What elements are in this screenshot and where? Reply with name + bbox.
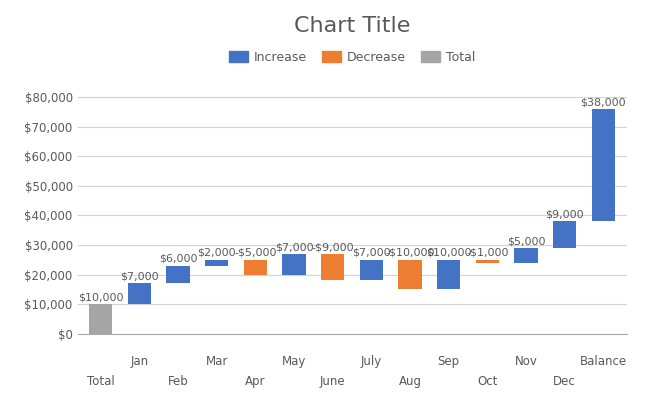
Text: $5,000: $5,000 bbox=[507, 236, 545, 246]
Bar bbox=[244, 260, 267, 275]
Text: June: June bbox=[320, 375, 346, 388]
Bar bbox=[399, 260, 422, 289]
Text: $38,000: $38,000 bbox=[581, 97, 626, 107]
Text: Apr: Apr bbox=[245, 375, 266, 388]
Bar bbox=[89, 304, 112, 334]
Text: $10,000: $10,000 bbox=[78, 292, 123, 302]
Text: -$5,000: -$5,000 bbox=[234, 248, 276, 258]
Text: Total: Total bbox=[87, 375, 114, 388]
Text: $6,000: $6,000 bbox=[159, 254, 197, 264]
Text: -$1,000: -$1,000 bbox=[466, 248, 508, 258]
Text: July: July bbox=[360, 354, 382, 368]
Text: -$9,000: -$9,000 bbox=[311, 242, 354, 252]
Bar bbox=[167, 266, 190, 283]
Text: Dec: Dec bbox=[554, 375, 576, 388]
Text: $2,000: $2,000 bbox=[198, 248, 236, 258]
Bar bbox=[514, 248, 537, 263]
Text: Aug: Aug bbox=[399, 375, 422, 388]
Text: Nov: Nov bbox=[515, 354, 537, 368]
Bar bbox=[282, 254, 306, 275]
Text: $9,000: $9,000 bbox=[545, 210, 584, 219]
Text: Feb: Feb bbox=[168, 375, 189, 388]
Bar bbox=[553, 221, 576, 248]
Text: Jan: Jan bbox=[130, 354, 149, 368]
Bar bbox=[476, 260, 499, 263]
Legend: Increase, Decrease, Total: Increase, Decrease, Total bbox=[224, 46, 481, 69]
Bar bbox=[360, 260, 383, 280]
Text: May: May bbox=[282, 354, 306, 368]
Text: Balance: Balance bbox=[580, 354, 627, 368]
Bar bbox=[592, 109, 615, 221]
Text: $10,000: $10,000 bbox=[426, 248, 472, 258]
Bar bbox=[128, 283, 151, 304]
Text: Oct: Oct bbox=[477, 375, 497, 388]
Text: $7,000: $7,000 bbox=[352, 248, 391, 258]
Title: Chart Title: Chart Title bbox=[294, 15, 410, 35]
Bar bbox=[437, 260, 461, 289]
Text: $7,000: $7,000 bbox=[275, 242, 313, 252]
Text: $7,000: $7,000 bbox=[120, 271, 159, 282]
Text: Sep: Sep bbox=[438, 354, 460, 368]
Text: Mar: Mar bbox=[205, 354, 228, 368]
Bar bbox=[321, 254, 344, 280]
Bar bbox=[205, 260, 228, 266]
Text: -$10,000: -$10,000 bbox=[385, 248, 435, 258]
